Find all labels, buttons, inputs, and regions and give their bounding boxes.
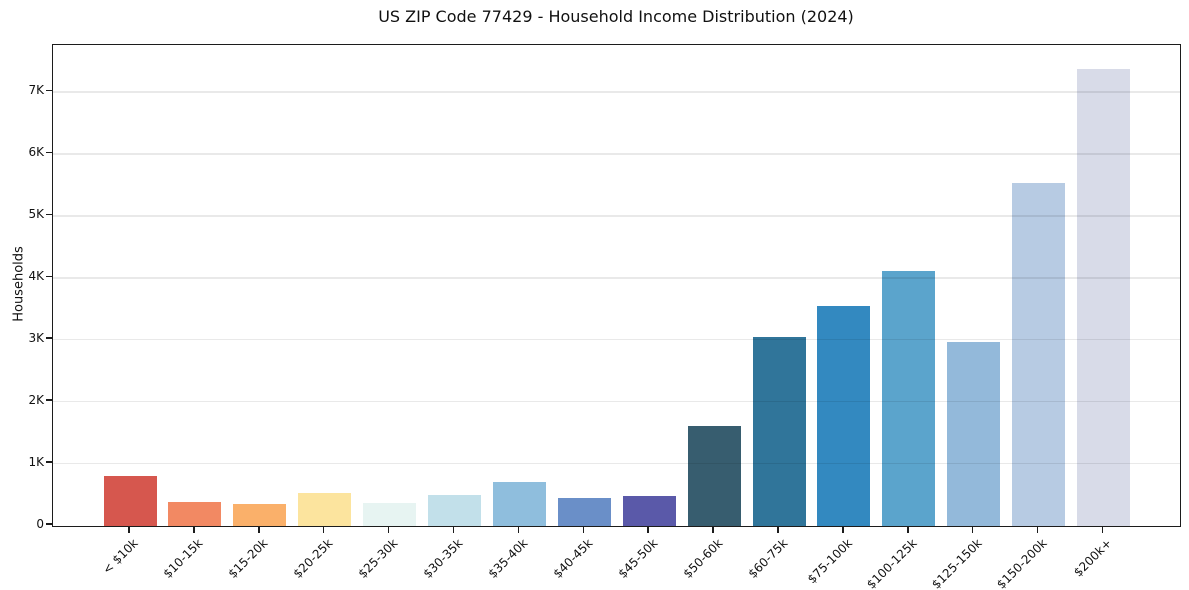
x-tick-mark-1 [193,527,195,533]
y-tick-label-1K: 1K [28,455,44,470]
x-tick-label-12: $100-125k [864,536,920,590]
y-tick-label-5K: 5K [28,207,44,222]
x-tick-label-1: $10-15k [160,536,206,581]
x-tick-mark-15 [1101,527,1104,533]
x-tick-label-15: $200k+ [1070,536,1115,580]
bar-14--150-200k [1012,182,1066,526]
x-tick-label-14: $150-200k [993,536,1050,590]
x-tick-mark-2 [258,527,260,533]
x-tick-mark-6 [517,527,520,533]
bar-1--10-15k [168,501,222,526]
bar-9--50-60k [687,426,741,526]
plot-area [52,44,1181,527]
y-tick-mark-2K [46,399,52,401]
y-tick-label-7K: 7K [28,83,44,98]
x-tick-mark-10 [777,527,779,533]
bar-11--75-100k [817,306,871,526]
gridline-4000 [53,277,1180,279]
x-tick-label-0: < $10k [100,536,141,577]
chart-title: US ZIP Code 77429 - Household Income Dis… [378,7,854,26]
bar-6--35-40k [492,482,546,526]
x-tick-mark-4 [387,527,390,533]
y-tick-label-3K: 3K [28,331,44,346]
y-tick-mark-6K [46,151,52,154]
bar-7--40-45k [557,498,611,526]
bar-10--60-75k [752,337,806,526]
bar-12--100-125k [882,271,936,526]
gridline-3000 [53,339,1180,341]
x-tick-label-9: $50-60k [680,536,726,581]
gridline-6000 [53,153,1180,155]
bar-5--30-35k [428,495,481,526]
bar-15--200k+ [1077,68,1130,526]
x-tick-label-7: $40-45k [550,536,596,581]
x-tick-mark-8 [647,527,649,533]
x-tick-label-10: $60-75k [745,536,790,581]
x-tick-label-5: $30-35k [420,536,466,581]
x-tick-mark-7 [582,527,585,533]
bar-0--10k [103,476,157,526]
bar-8--45-50k [622,496,676,526]
x-tick-label-6: $35-40k [485,536,531,581]
y-tick-mark-7K [46,89,52,92]
x-tick-mark-0 [128,527,130,533]
y-tick-label-0: 0 [36,517,44,531]
y-tick-mark-3K [46,337,52,339]
x-tick-mark-9 [712,527,714,533]
y-tick-label-6K: 6K [28,145,44,160]
x-tick-label-3: $20-25k [290,536,336,581]
x-tick-label-2: $15-20k [225,536,271,581]
x-tick-mark-3 [322,527,325,533]
x-tick-mark-11 [842,527,844,533]
bar-13--125-150k [947,342,1001,526]
y-tick-label-2K: 2K [28,393,44,408]
gridline-5000 [53,215,1180,217]
x-tick-label-4: $25-30k [355,536,401,581]
bar-4--25-30k [363,502,417,526]
x-tick-mark-13 [971,527,974,533]
gridline-1000 [53,463,1180,465]
bar-2--15-20k [233,504,287,526]
x-tick-mark-14 [1036,527,1039,533]
x-tick-label-13: $125-150k [928,536,985,590]
y-tick-mark-5K [46,213,52,216]
bar-3--20-25k [298,493,352,526]
x-tick-mark-12 [907,527,909,533]
x-tick-mark-5 [452,527,455,533]
y-tick-mark-0 [46,523,52,525]
gridline-2000 [53,401,1180,403]
y-tick-mark-4K [46,275,52,277]
y-tick-mark-1K [46,461,52,463]
x-tick-label-11: $75-100k [804,536,855,587]
y-tick-label-4K: 4K [28,269,44,284]
gridline-7000 [53,91,1180,93]
x-tick-label-8: $45-50k [615,536,661,581]
